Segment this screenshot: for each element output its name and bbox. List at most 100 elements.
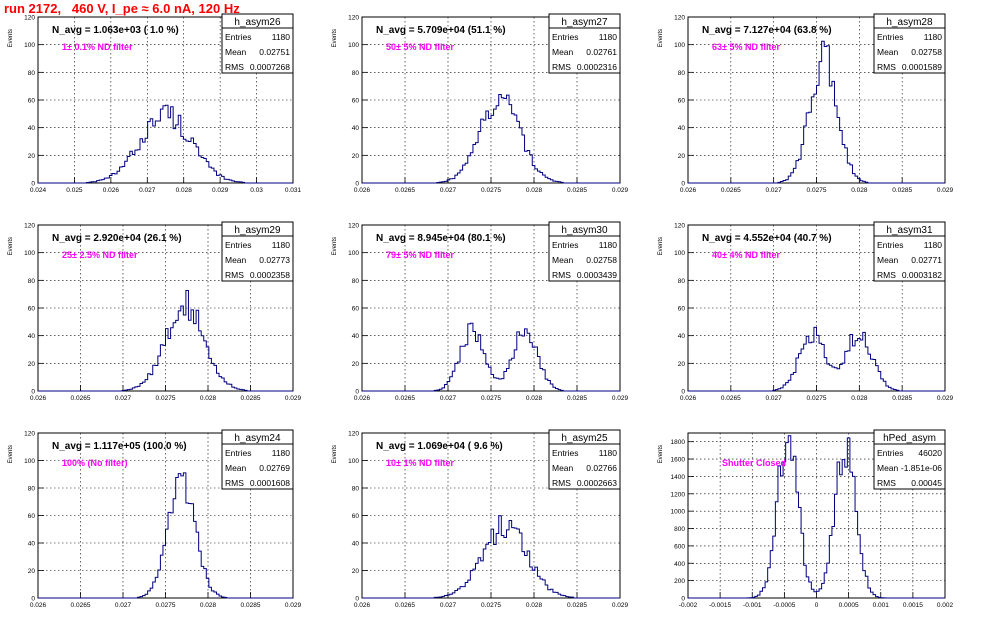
histogram-panel-hPed_asym: -0.002 -0.0015 -0.001 -0.0005 0 0.0005 0.001 0.… — [658, 429, 954, 609]
stats-value: 0.02766 — [586, 463, 617, 473]
histogram-panel-h_asym26: 0.024 0.025 0.026 0.027 0.028 0.029 0.03 0.031 0… — [8, 13, 302, 194]
stats-value: 0.02758 — [911, 47, 942, 57]
y-axis-title: Events — [8, 445, 14, 463]
stats-label: Mean — [552, 463, 574, 473]
y-tick-label: 60 — [352, 513, 360, 520]
x-tick-label: 0.0265 — [395, 395, 415, 402]
y-tick-label: 100 — [348, 42, 359, 49]
y-tick-label: 100 — [24, 250, 35, 257]
x-tick-label: 0.028 — [526, 187, 543, 194]
stats-value: 1180 — [599, 448, 618, 458]
stats-box: hPed_asym Entries 46020 Mean -1.851e-06 RMS 0.… — [873, 429, 946, 490]
y-tick-label: 120 — [348, 223, 359, 230]
stats-value: 0.0003439 — [577, 270, 617, 280]
navg-label: N_avg = 7.127e+04 (63.8 %) — [702, 25, 832, 36]
stats-label: Entries — [225, 448, 251, 458]
x-tick-label: 0.001 — [873, 602, 890, 609]
x-tick-label: 0.027 — [440, 187, 457, 194]
stats-label: Entries — [552, 240, 578, 250]
x-tick-label: 0.028 — [200, 395, 217, 402]
y-tick-label: 80 — [352, 70, 360, 77]
filter-annotation: 50± 5% ND filter — [386, 42, 454, 52]
stats-label: RMS — [552, 478, 571, 488]
stats-value: 0.02758 — [586, 255, 617, 265]
stats-label: Entries — [877, 240, 903, 250]
stats-value: 0.0002316 — [577, 62, 617, 72]
y-tick-label: 120 — [674, 15, 685, 22]
y-axis-title: Events — [332, 237, 338, 255]
y-tick-label: 0 — [31, 596, 35, 603]
x-tick-label: 0.0275 — [156, 602, 176, 609]
stats-value: 1180 — [924, 240, 943, 250]
x-tick-label: 0.026 — [680, 395, 697, 402]
navg-label: N_avg = 1.069e+04 ( 9.6 %) — [376, 441, 503, 452]
x-tick-label: 0.0285 — [241, 395, 261, 402]
y-tick-label: 60 — [28, 306, 36, 313]
stats-box: h_asym25 Entries 1180 Mean 0.02766 RMS 0.00026… — [548, 429, 621, 490]
y-tick-label: 40 — [28, 333, 36, 340]
stats-value: 0.02771 — [911, 255, 942, 265]
y-tick-label: 20 — [678, 361, 686, 368]
stats-value: 0.0001608 — [250, 478, 290, 488]
x-tick-label: 0.028 — [176, 187, 193, 194]
y-tick-label: 40 — [28, 125, 36, 132]
navg-label: N_avg = 2.920e+04 (26.1 %) — [52, 233, 182, 244]
y-tick-label: 1600 — [671, 457, 686, 464]
y-tick-label: 20 — [678, 153, 686, 160]
x-tick-label: 0.029 — [937, 395, 954, 402]
y-tick-label: 40 — [352, 125, 360, 132]
stats-label: Mean — [877, 255, 899, 265]
y-tick-label: 60 — [678, 98, 686, 105]
x-tick-label: 0.031 — [285, 187, 302, 194]
stats-box: h_asym28 Entries 1180 Mean 0.02758 RMS 0.00015… — [873, 13, 946, 74]
stats-value: 1180 — [599, 32, 618, 42]
stats-value: 1180 — [599, 240, 618, 250]
filter-annotation: 40± 4% ND filter — [712, 250, 780, 260]
x-tick-label: 0.027 — [440, 602, 457, 609]
y-tick-label: 0 — [355, 181, 359, 188]
x-tick-label: 0.026 — [30, 602, 47, 609]
stats-value: 0.00045 — [911, 478, 942, 488]
navg-label: N_avg = 1.117e+05 (100.0 %) — [52, 441, 187, 452]
stats-value: 0.02769 — [259, 463, 290, 473]
stats-label: RMS — [552, 62, 571, 72]
x-tick-label: 0.028 — [526, 395, 543, 402]
y-tick-label: 100 — [24, 458, 35, 465]
y-tick-label: 1200 — [671, 491, 686, 498]
x-tick-label: 0.025 — [66, 187, 83, 194]
stats-label: Mean — [552, 47, 574, 57]
filter-annotation: 63± 5% ND filter — [712, 42, 780, 52]
x-tick-label: 0.029 — [612, 395, 629, 402]
x-tick-label: 0.026 — [354, 395, 371, 402]
y-axis-title: Events — [332, 29, 338, 47]
y-tick-label: 20 — [352, 568, 360, 575]
histogram-panel-h_asym25: 0.026 0.0265 0.027 0.0275 0.028 0.0285 0.029 0 2… — [332, 429, 629, 609]
stats-box: h_asym27 Entries 1180 Mean 0.02761 RMS 0.00023… — [548, 13, 621, 74]
stats-value: 0.02761 — [586, 47, 617, 57]
stats-label: Entries — [877, 32, 903, 42]
x-tick-label: 0.0265 — [71, 395, 91, 402]
stats-box: h_asym29 Entries 1180 Mean 0.02773 RMS 0.00023… — [221, 221, 294, 282]
x-tick-label: 0.028 — [526, 602, 543, 609]
x-tick-label: 0.03 — [250, 187, 263, 194]
y-tick-label: 0 — [355, 596, 359, 603]
y-tick-label: 80 — [678, 70, 686, 77]
stats-label: Entries — [225, 32, 251, 42]
y-tick-label: 0 — [31, 181, 35, 188]
y-tick-label: 120 — [24, 223, 35, 230]
stats-value: 46020 — [918, 448, 942, 458]
y-tick-label: 100 — [348, 250, 359, 257]
stats-value: 1180 — [924, 32, 943, 42]
filter-annotation: 79± 5% ND filter — [386, 250, 454, 260]
x-tick-label: 0.027 — [766, 187, 783, 194]
x-tick-label: 0.0285 — [892, 187, 912, 194]
navg-label: N_avg = 8.945e+04 (80.1 %) — [376, 233, 506, 244]
stats-label: Mean — [877, 47, 899, 57]
y-tick-label: 80 — [352, 278, 360, 285]
stats-value: 0.0007268 — [250, 62, 290, 72]
stats-box-frame — [221, 429, 294, 490]
x-tick-label: 0.0275 — [156, 395, 176, 402]
stats-label: RMS — [877, 270, 896, 280]
x-tick-label: 0.027 — [115, 602, 132, 609]
filter-annotation: 100% (No filter) — [62, 458, 128, 468]
